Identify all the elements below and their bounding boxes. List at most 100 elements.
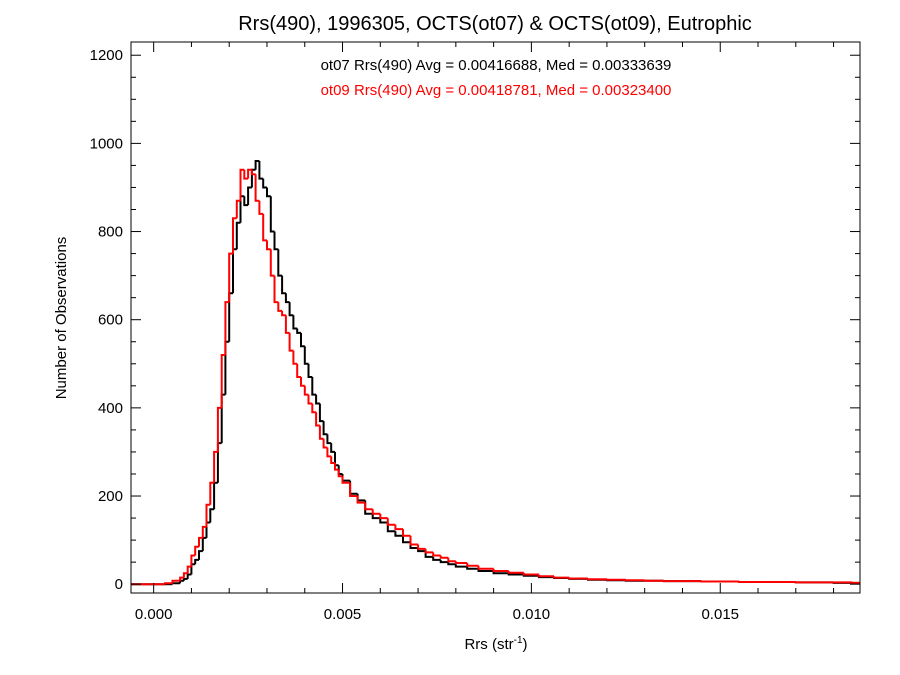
step-ot07-31 <box>288 302 294 317</box>
step-ot09-26 <box>269 249 275 277</box>
step-ot07-42 <box>330 443 335 453</box>
x-axis-label-main: Rrs (str <box>464 636 513 653</box>
step-ot09-21 <box>250 169 256 176</box>
step-ot09-27 <box>273 275 279 304</box>
step-ot09-63 <box>492 568 509 572</box>
step-ot09-49 <box>371 509 381 515</box>
step-ot07-34 <box>300 332 305 348</box>
step-ot09-41 <box>326 447 332 458</box>
step-ot07-50 <box>379 518 388 524</box>
step-ot07-4 <box>186 573 192 579</box>
step-ot07-61 <box>466 566 479 570</box>
step-ot09-68 <box>568 577 588 580</box>
x-tick-label: 0.015 <box>701 606 739 623</box>
step-ot07-60 <box>454 564 468 568</box>
step-ot09-2 <box>179 576 184 581</box>
step-ot09-18 <box>239 168 245 201</box>
step-ot09-60 <box>454 561 468 564</box>
step-ot07-47 <box>356 493 366 502</box>
step-ot07-20 <box>247 186 252 206</box>
step-ot07-40 <box>322 421 328 436</box>
y-tick-label: 200 <box>98 488 123 505</box>
step-ot07-25 <box>266 187 271 198</box>
step-ot09-66 <box>537 574 554 578</box>
step-ot09-43 <box>334 463 339 471</box>
series-layer <box>131 160 860 586</box>
step-ot09-24 <box>262 213 267 242</box>
step-ot09-20 <box>247 168 252 179</box>
series-stats-ot09: ot09 Rrs(490) Avg = 0.00418781, Med = 0.… <box>321 82 672 99</box>
x-axis: 0.000 0.005 0.010 0.015 <box>135 42 835 623</box>
step-ot09-5 <box>190 554 196 567</box>
step-ot09-50 <box>379 513 388 520</box>
step-ot09-0 <box>164 582 173 585</box>
step-ot09-9 <box>205 503 211 527</box>
y-tick-label: 0 <box>115 576 123 593</box>
step-ot07-36 <box>307 363 313 378</box>
step-ot07-39 <box>318 403 324 423</box>
step-ot09-64 <box>507 571 524 574</box>
step-ot07-2 <box>179 579 184 584</box>
step-ot09-65 <box>522 572 539 576</box>
step-ot07-37 <box>311 377 317 396</box>
step-ot07-22 <box>254 160 260 170</box>
step-ot07-46 <box>349 480 358 495</box>
step-ot09-38 <box>315 412 320 427</box>
step-ot09-29 <box>281 310 286 317</box>
step-ot09-52 <box>394 524 403 531</box>
x-tick-label: 0.005 <box>324 606 362 623</box>
step-ot07-33 <box>296 328 301 334</box>
series-ot09 <box>131 168 860 586</box>
step-ot09-28 <box>277 302 283 312</box>
step-ot07-53 <box>402 535 411 544</box>
step-ot07-52 <box>394 531 403 537</box>
step-ot09-7 <box>198 536 203 547</box>
step-ot07-3 <box>182 577 188 581</box>
step-ot09-53 <box>402 529 411 537</box>
step-ot09-59 <box>447 557 456 563</box>
step-ot09-57 <box>432 552 441 557</box>
step-ot07-7 <box>198 550 203 560</box>
x-tick-label: 0.000 <box>135 606 173 623</box>
step-ot09-6 <box>194 545 199 556</box>
step-ot07-59 <box>447 562 456 566</box>
step-ot09-56 <box>424 548 434 554</box>
step-ot09-39 <box>318 425 324 440</box>
step-ot07-49 <box>371 513 381 520</box>
step-ot09-10 <box>209 481 215 505</box>
step-ot09-70 <box>605 578 626 581</box>
step-ot07-10 <box>209 508 215 523</box>
step-ot07-16 <box>232 248 237 294</box>
step-ot09-69 <box>587 578 607 581</box>
step-ot09-47 <box>356 496 366 504</box>
step-ot09-55 <box>417 544 426 550</box>
step-ot07-48 <box>364 500 373 515</box>
step-ot09-12 <box>216 406 222 452</box>
step-ot09-62 <box>477 565 494 570</box>
step-ot09-61 <box>466 563 479 567</box>
step-ot07-8 <box>201 536 207 552</box>
step-ot09-42 <box>330 456 335 464</box>
step-ot09-34 <box>300 377 305 387</box>
y-tick-label: 800 <box>98 224 123 241</box>
plot-frame <box>130 41 861 594</box>
step-ot07-26 <box>269 196 275 233</box>
step-ot07-41 <box>326 434 332 445</box>
step-ot09-4 <box>186 565 192 574</box>
step-ot07-29 <box>281 275 286 295</box>
step-ot07-30 <box>284 293 290 304</box>
y-tick-label: 1000 <box>90 135 123 152</box>
step-ot09-3 <box>182 572 188 578</box>
step-ot09-54 <box>409 535 419 546</box>
step-ot07-57 <box>432 556 441 561</box>
x-axis-label-superscript: -1 <box>514 635 523 646</box>
x-axis-label: Rrs (str-1) <box>464 635 527 653</box>
step-ot09-15 <box>228 252 233 303</box>
step-ot09-40 <box>322 438 328 449</box>
step-ot07-23 <box>258 161 264 180</box>
series-stats-ot07: ot07 Rrs(490) Avg = 0.00416688, Med = 0.… <box>321 57 672 74</box>
y-axis: 0 200 400 600 800 1000 1200 <box>90 47 860 593</box>
step-ot07-32 <box>292 315 298 330</box>
step-ot09-67 <box>553 576 570 579</box>
